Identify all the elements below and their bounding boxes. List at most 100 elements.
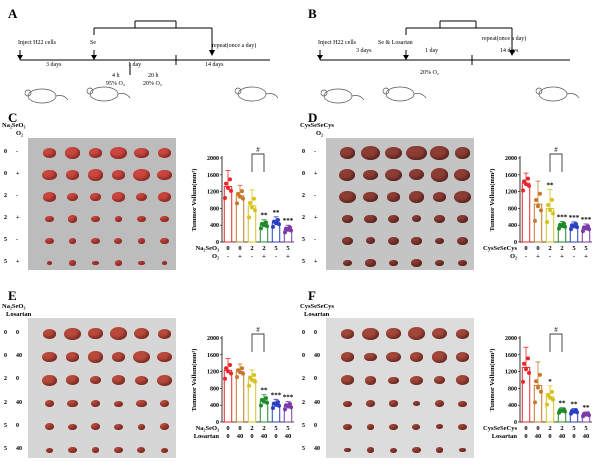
tumor-specimen [342, 215, 353, 223]
tumor-specimen [384, 146, 403, 160]
tumor-specimen [411, 237, 422, 245]
tumor-specimen [386, 328, 401, 339]
significance-label: ** [261, 212, 269, 220]
row-label-dose: 5 [302, 422, 305, 429]
row-label-treatment: 0 [16, 329, 19, 336]
data-point [572, 224, 576, 229]
tumor-specimen [362, 327, 379, 340]
data-point [252, 373, 256, 378]
data-point [534, 379, 538, 384]
x-tick-label-treatment: 0 [548, 433, 551, 440]
tumor-specimen [114, 260, 123, 266]
tumor-specimen [458, 423, 467, 430]
row-label-treatment: 40 [16, 399, 22, 406]
x-tick-label-dose: 0 [536, 245, 539, 252]
duration-3days: 3 days [46, 62, 62, 68]
tumor-specimen [457, 237, 468, 245]
tumor-specimen [160, 237, 169, 245]
significance-label: ** [547, 182, 555, 190]
x-tick-label-treatment: 0 [274, 433, 277, 440]
tumor-specimen [411, 215, 422, 223]
row-label-dose: 5 [4, 422, 7, 429]
data-point [536, 385, 540, 390]
panel-a-label: A [8, 6, 18, 21]
row-label-dose: 0 [302, 352, 305, 359]
panel-b-timeline [317, 20, 570, 65]
data-point [538, 372, 542, 377]
hours-20: 20 h [148, 73, 159, 79]
x-tick-label-treatment: + [536, 253, 540, 260]
data-point [569, 227, 573, 232]
tumor-specimen [45, 400, 54, 407]
data-point [286, 227, 290, 232]
data-point [521, 188, 525, 193]
tumor-specimen [90, 193, 101, 201]
inject-text: Inject H22 cells [318, 40, 356, 46]
significance-label: *** [569, 214, 580, 222]
photo-title-f: CysSeSeCys [300, 303, 334, 310]
x-tick-label-dose: 5 [286, 245, 290, 252]
tumor-specimen [91, 237, 100, 245]
data-point [289, 405, 293, 410]
y-tick-label: 0 [216, 420, 219, 426]
data-point [533, 400, 537, 405]
x-tick-label-dose: 5 [572, 425, 576, 432]
tumor-specimen [339, 169, 356, 181]
tumor-specimen [433, 214, 446, 224]
data-point [526, 176, 530, 181]
tumor-specimen [360, 145, 381, 161]
tumor-specimen [455, 328, 470, 339]
y-tick-label: 2000 [505, 336, 517, 342]
x-tick-label-treatment: + [584, 253, 588, 260]
tumor-specimen [90, 423, 101, 431]
tumor-specimen [430, 168, 449, 182]
tumor-specimen [66, 170, 79, 180]
data-point [557, 226, 561, 231]
tumor-specimen [343, 400, 352, 407]
tumor-photo-e [28, 318, 176, 458]
tumor-specimen [455, 351, 470, 362]
tumor-specimen [111, 375, 126, 386]
row-label-treatment: + [16, 171, 20, 177]
row-label-dose: 0 [4, 329, 7, 336]
row-label-dose: 0 [302, 149, 305, 155]
tumor-specimen [411, 259, 422, 267]
data-point [522, 361, 526, 366]
data-point [253, 208, 257, 213]
x-tick-label-treatment: 0 [226, 433, 229, 440]
y-axis-label: Tummor Vollum(mm³) [191, 349, 198, 412]
tumor-specimen [42, 328, 57, 339]
tumor-specimen [69, 260, 76, 266]
tumor-specimen [68, 447, 77, 454]
tumor-specimen [407, 327, 426, 340]
oxygen-95: 95% O₂ [106, 81, 125, 87]
tumor-specimen [88, 147, 103, 158]
tumor-specimen [45, 215, 54, 222]
data-point [560, 408, 564, 413]
tumor-specimen [92, 260, 99, 266]
y-tick-label: 2000 [207, 156, 219, 162]
data-point [228, 177, 232, 182]
tumor-specimen [157, 169, 172, 181]
tumor-specimen [408, 169, 424, 181]
tumor-specimen [342, 237, 353, 245]
tumor-specimen [390, 447, 397, 453]
tumor-specimen [137, 238, 145, 244]
tumor-specimen [387, 192, 400, 202]
tumor-specimen [389, 259, 398, 267]
row-label-dose: 5 [4, 259, 7, 265]
bracket-label: # [554, 146, 558, 154]
row-label-treatment: 40 [314, 446, 320, 453]
x-tick-label-dose: 0 [226, 245, 229, 252]
tumor-specimen [137, 447, 146, 454]
data-point [551, 211, 555, 216]
tumor-specimen [454, 191, 471, 203]
data-point [271, 405, 275, 410]
tumor-specimen [87, 351, 104, 363]
x-row2-label: Losartan [492, 433, 518, 440]
x-tick-label-treatment: - [275, 253, 277, 260]
tumor-specimen [387, 236, 400, 246]
y-tick-label: 400 [508, 223, 517, 229]
data-point [250, 377, 254, 382]
